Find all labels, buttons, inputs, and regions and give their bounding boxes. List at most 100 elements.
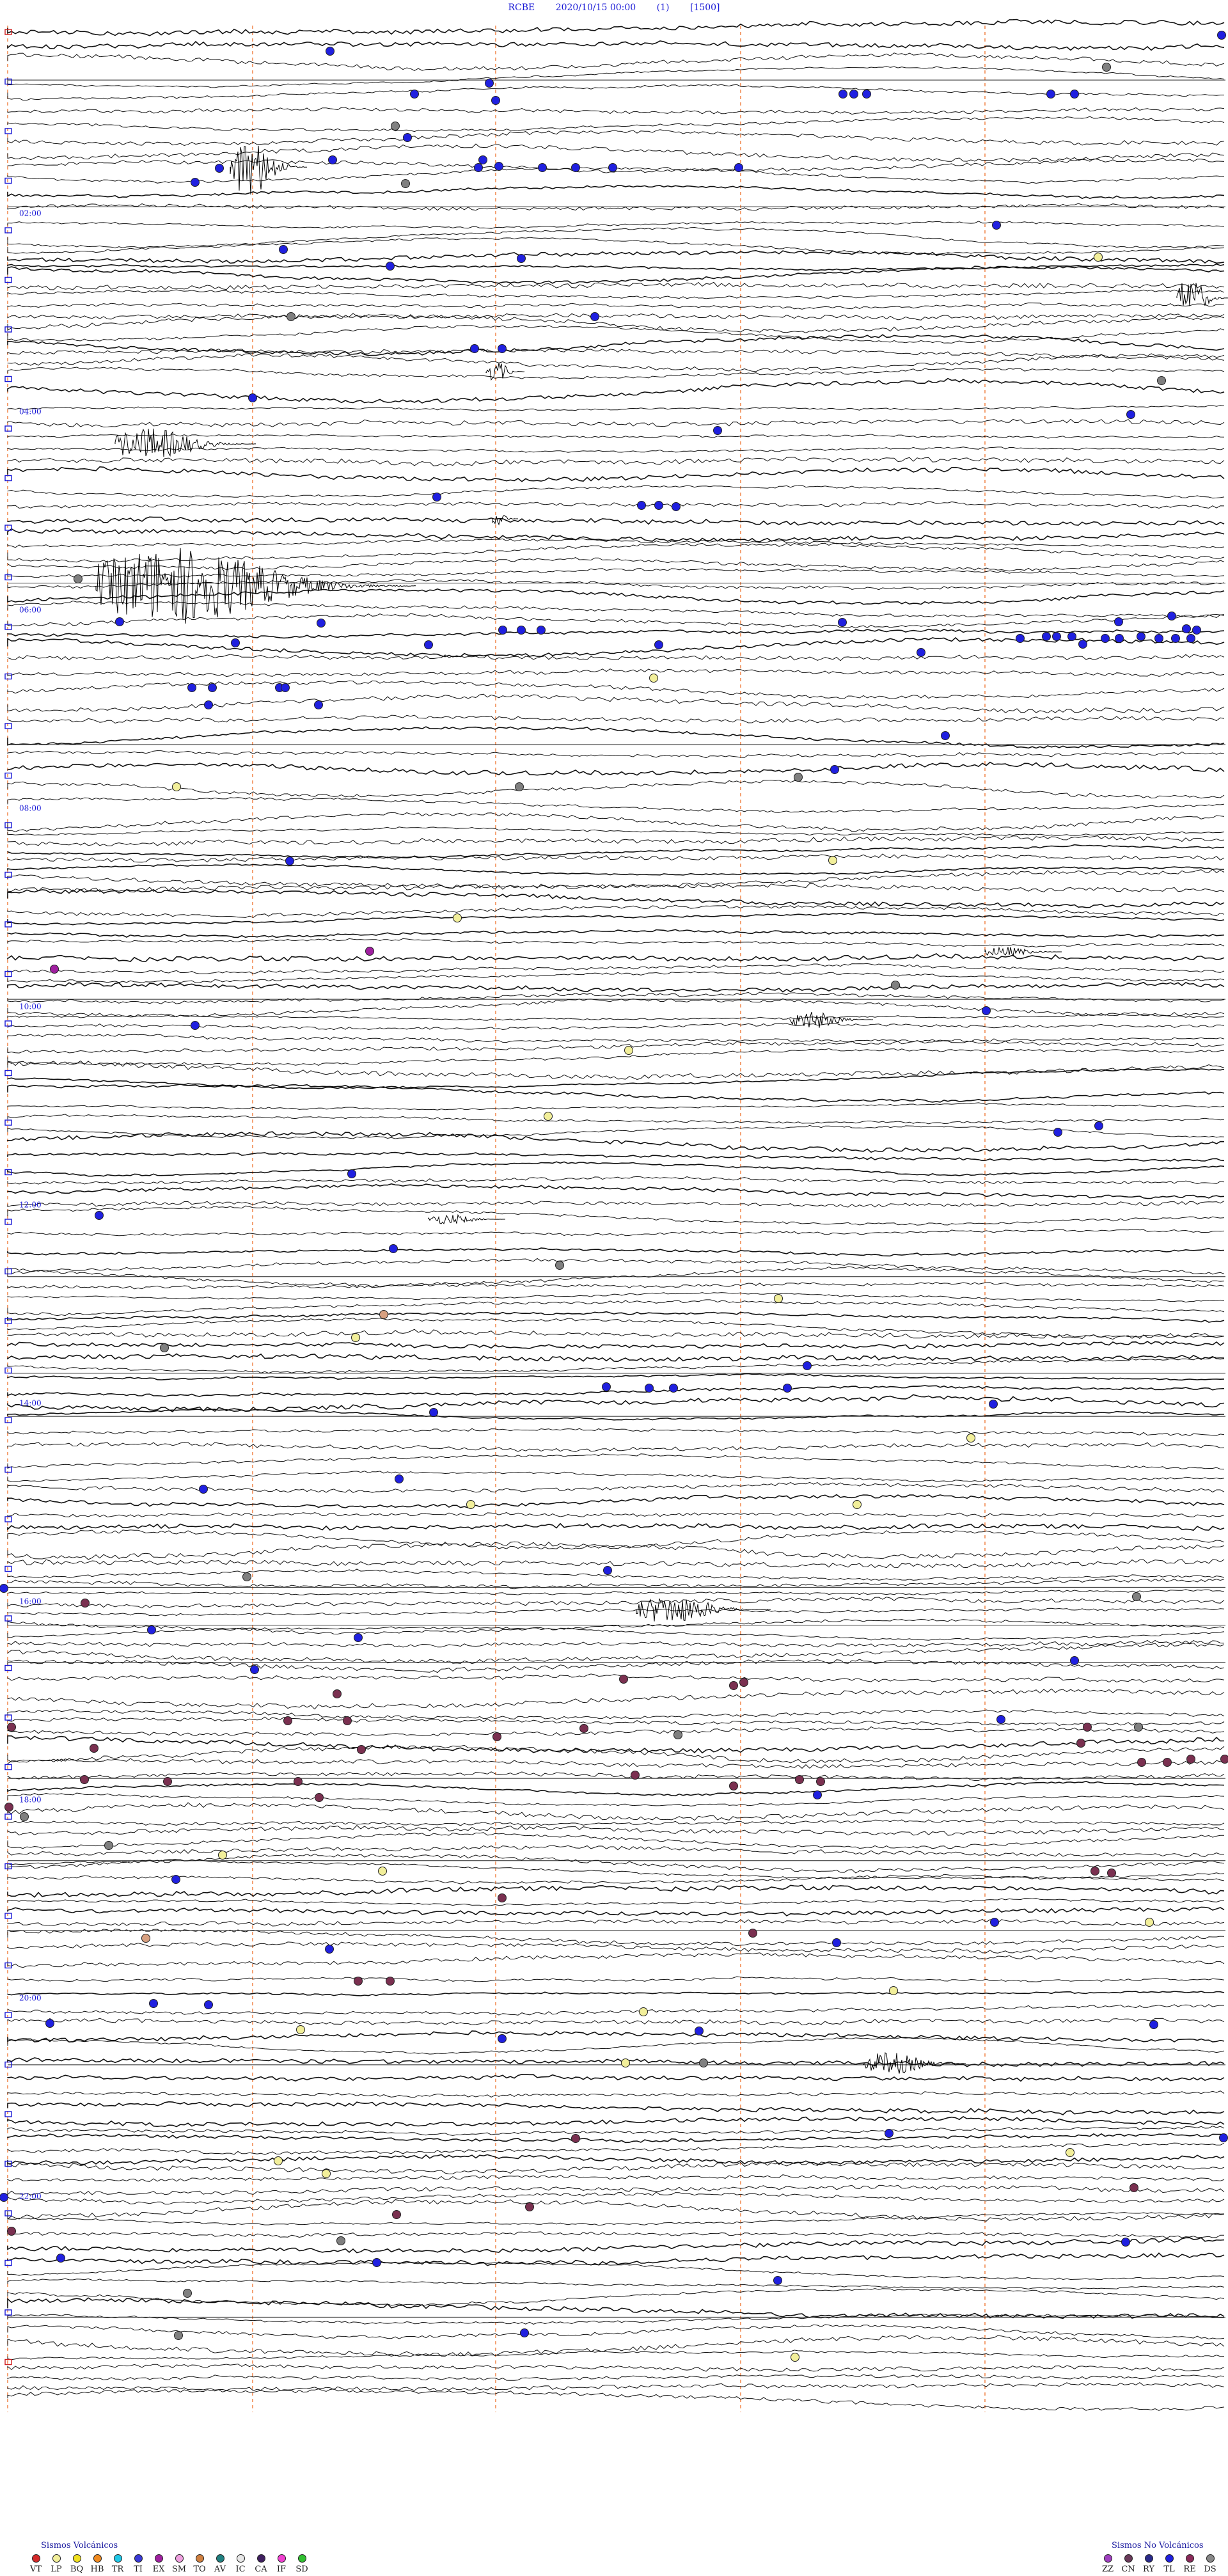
seismic-trace [7, 2192, 1225, 2205]
event-marker [470, 344, 479, 353]
event-marker [517, 626, 526, 635]
seismic-trace [7, 715, 1225, 724]
seismic-trace [7, 1853, 1225, 1874]
seismic-trace [7, 869, 1225, 889]
seismic-trace [7, 812, 1225, 832]
event-marker [322, 2169, 331, 2178]
seismic-trace [7, 1409, 1224, 1421]
hour-label: 22:00 [19, 2192, 42, 2201]
event-marker [56, 2254, 65, 2263]
event-marker [1157, 376, 1166, 385]
seismic-trace [7, 844, 1225, 859]
seismic-trace [7, 1640, 1225, 1648]
seismic-trace [7, 348, 1225, 361]
seismic-trace [7, 579, 1225, 590]
seismic-trace [7, 1906, 1225, 1916]
event-marker [1132, 1592, 1141, 1601]
event-marker [372, 2258, 381, 2267]
event-marker [517, 254, 526, 263]
event-marker [80, 1775, 89, 1784]
event-marker [631, 1771, 640, 1780]
seismic-trace [7, 184, 1225, 200]
seismic-trace [7, 2237, 1225, 2254]
seismic-trace [7, 2185, 1225, 2195]
legend-item-lp: LP [46, 2554, 67, 2574]
seismic-trace [7, 2313, 1224, 2325]
seismic-trace [7, 1023, 1225, 1031]
row-tick [4, 2111, 12, 2117]
event-marker [1163, 1758, 1172, 1767]
seismic-trace [7, 2231, 1225, 2239]
seismic-trace [7, 1626, 1225, 1641]
event-marker [0, 2193, 8, 2202]
event-markers [0, 31, 1228, 2362]
seismic-trace [7, 1758, 1225, 1769]
seismic-trace [7, 66, 1225, 88]
seismic-trace [7, 129, 1225, 146]
seismic-trace [7, 2004, 1225, 2016]
legend-code: ZZ [1101, 2564, 1114, 2574]
row-tick [4, 772, 12, 779]
station-code: RCBE [508, 3, 535, 13]
event-marker [645, 1384, 654, 1393]
event-marker [830, 765, 839, 774]
event-marker [669, 1384, 678, 1393]
legend-code: TI [134, 2564, 143, 2574]
legend-dot-icon [93, 2554, 102, 2563]
seismic-trace [7, 2126, 1225, 2136]
seismic-trace [7, 2161, 1225, 2175]
seismic-traces [7, 19, 1225, 2411]
event-marker [187, 683, 196, 692]
seismic-trace [7, 1266, 1225, 1288]
row-tick [4, 29, 12, 35]
legend-dot-icon [1124, 2554, 1133, 2563]
legend-code: RY [1143, 2564, 1154, 2574]
seismic-trace [7, 1394, 1225, 1412]
event-marker [544, 1112, 553, 1121]
seismic-trace [7, 1716, 1225, 1727]
legend-item-ds: DS [1200, 2554, 1220, 2574]
legend-dot-icon [113, 2554, 122, 2563]
seismic-trace [7, 628, 1225, 639]
seismic-trace [7, 84, 1224, 101]
hour-label: 12:00 [19, 1200, 42, 1209]
seismic-trace [7, 668, 1225, 677]
event-marker [1149, 2020, 1158, 2029]
event-marker [204, 2000, 213, 2009]
seismic-trace [7, 1200, 1225, 1208]
row-tick [4, 1664, 12, 1671]
seismic-burst [230, 145, 308, 195]
seismic-trace [7, 952, 1225, 962]
row-tick [4, 128, 12, 134]
seismic-trace [7, 2115, 1225, 2128]
event-marker [218, 1851, 227, 1860]
event-marker [1154, 634, 1163, 643]
seismic-trace [7, 1084, 1225, 1103]
event-marker [1137, 632, 1145, 641]
event-marker [1130, 2183, 1138, 2192]
event-marker [1070, 1656, 1079, 1665]
seismic-trace [7, 2364, 1225, 2372]
seismic-trace [7, 2101, 1225, 2115]
seismic-trace [7, 2199, 1225, 2222]
row-tick [4, 1318, 12, 1324]
seismic-trace [7, 1642, 1225, 1664]
seismic-trace [7, 1618, 1225, 1635]
seismic-trace [7, 157, 1225, 173]
legend-volcanic: Sismos Volcánicos VT LP BQ HB TR TI EX SM TO AV IC… [26, 2541, 312, 2574]
legend-dot-icon [134, 2554, 143, 2563]
seismic-trace [7, 1832, 1224, 1849]
event-marker [1137, 1758, 1146, 1767]
event-marker [283, 1716, 292, 1725]
event-marker [1167, 612, 1176, 620]
seismic-trace [7, 1013, 1225, 1021]
event-marker [1192, 626, 1201, 635]
event-marker [734, 163, 743, 172]
event-marker [538, 163, 547, 172]
seismic-trace [7, 1229, 1225, 1237]
event-marker [996, 1715, 1005, 1724]
seismic-trace [7, 1744, 1225, 1764]
legend-code: TL [1163, 2564, 1175, 2574]
event-marker [354, 1633, 363, 1642]
event-marker [149, 1999, 158, 2008]
